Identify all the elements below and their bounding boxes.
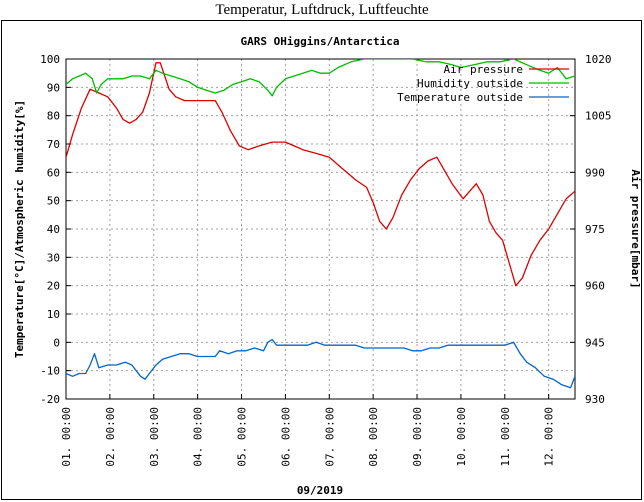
x-axis-label: 09/2019 <box>297 484 343 497</box>
y-right-tick-label: 1020 <box>585 53 612 66</box>
chart-svg: GARS OHiggins/Antarctica -20-10010203040… <box>13 35 641 497</box>
y-left-tick-label: 60 <box>47 166 60 179</box>
y-left-tick-label: 10 <box>47 308 60 321</box>
x-tick-label: 08. 00:00 <box>367 407 380 467</box>
y-right-tick-label: 975 <box>585 223 605 236</box>
y-left-tick-label: 40 <box>47 223 60 236</box>
y-left-tick-label: -20 <box>40 393 60 406</box>
series-line-0 <box>66 62 575 287</box>
x-tick-label: 12. 00:00 <box>543 407 556 467</box>
y-left-tick-label: 20 <box>47 280 60 293</box>
legend-label-1: Humidity outside <box>417 77 523 90</box>
x-tick-label: 06. 00:00 <box>279 407 292 467</box>
x-tick-label: 04. 00:00 <box>192 407 205 467</box>
page-title: Temperatur, Luftdruck, Luftfeuchte <box>215 2 429 18</box>
y-left-tick-label: 30 <box>47 251 60 264</box>
y-left-tick-label: 50 <box>47 195 60 208</box>
series-line-1 <box>66 59 575 97</box>
x-tick-label: 01. 00:00 <box>60 407 73 467</box>
series-line-2 <box>66 338 575 389</box>
x-tick-label: 05. 00:00 <box>236 407 249 467</box>
y-left-tick-label: 80 <box>47 110 60 123</box>
y-right-tick-label: 1005 <box>585 110 612 123</box>
y-left-tick-label: 0 <box>53 336 60 349</box>
y-axis-label-right: Air pressure[mbar] <box>629 169 641 288</box>
x-tick-label: 07. 00:00 <box>323 407 336 467</box>
x-tick-label: 09. 00:00 <box>411 407 424 467</box>
x-tick-label: 10. 00:00 <box>455 407 468 467</box>
y-right-tick-label: 945 <box>585 336 605 349</box>
legend-label-0: Air pressure <box>444 63 523 76</box>
x-tick-label: 02. 00:00 <box>104 407 117 467</box>
x-tick-label: 11. 00:00 <box>499 407 512 467</box>
chart-frame: GARS OHiggins/Antarctica -20 -10 0 10 20 30 40… <box>1 20 642 500</box>
y-left-tick-label: 100 <box>40 53 60 66</box>
y-left-tick-label: 70 <box>47 138 60 151</box>
y-left-tick-label: -10 <box>40 365 60 378</box>
chart-title: GARS OHiggins/Antarctica <box>241 35 400 48</box>
y-right-tick-label: 990 <box>585 166 605 179</box>
x-tick-label: 03. 00:00 <box>148 407 161 467</box>
legend-label-2: Temperature outside <box>397 91 523 104</box>
y-axis-label-left: Temperature[°C]/Atmospheric humidity[%] <box>13 100 26 358</box>
y-left-tick-label: 90 <box>47 81 60 94</box>
y-right-tick-label: 930 <box>585 393 605 406</box>
y-right-tick-label: 960 <box>585 280 605 293</box>
